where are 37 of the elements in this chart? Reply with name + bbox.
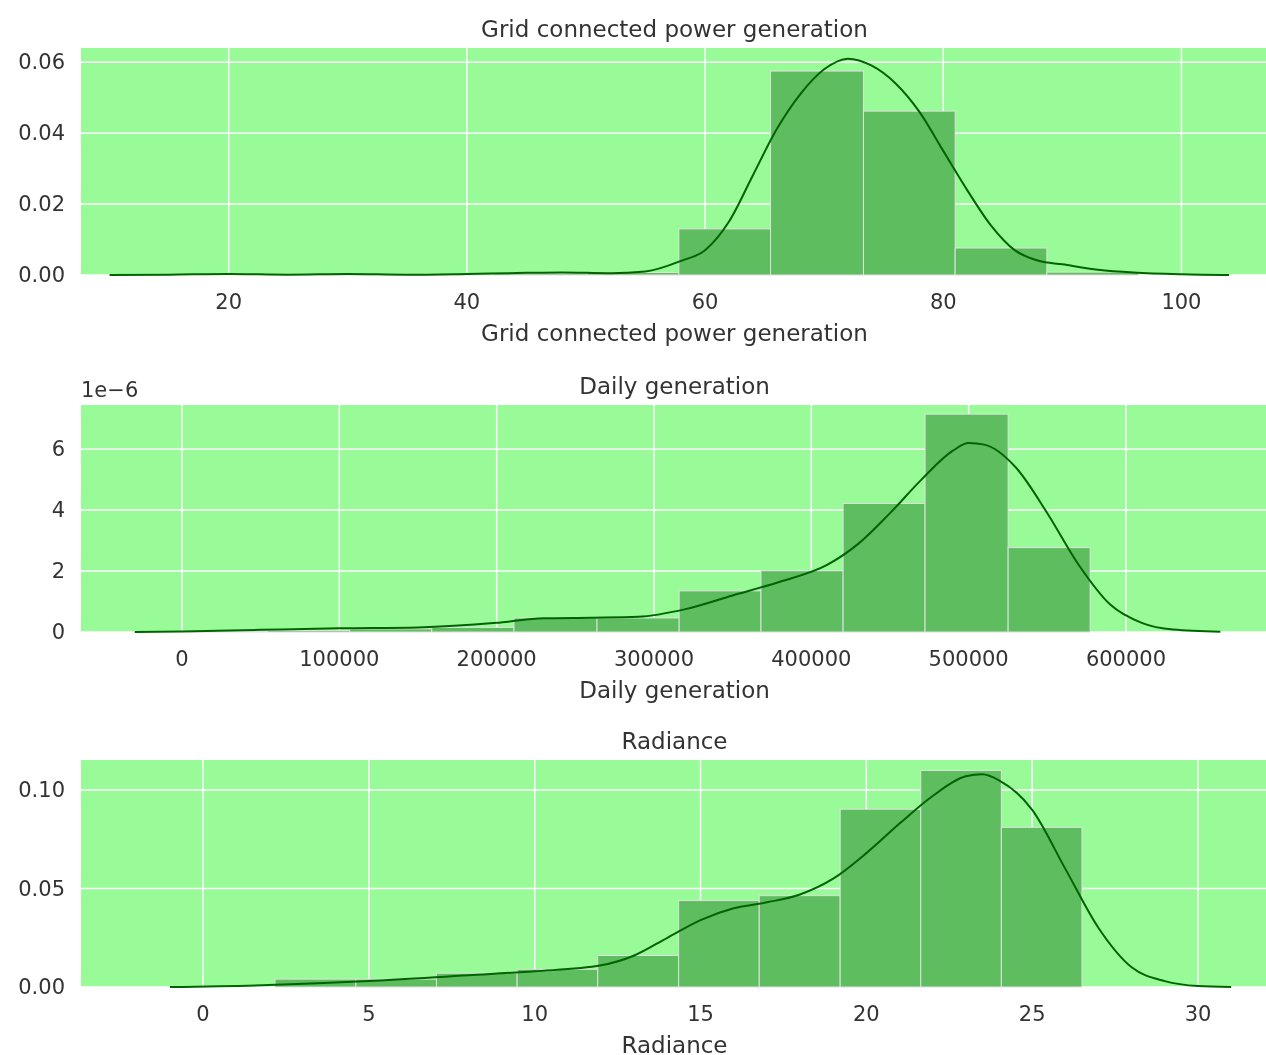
x-tick-label: 100 xyxy=(1161,290,1202,314)
y-tick-label: 0.00 xyxy=(18,975,65,999)
x-tick-label: 5 xyxy=(362,1002,376,1026)
x-tick-label: 40 xyxy=(453,290,481,314)
chart-title: Grid connected power generation xyxy=(481,16,868,42)
y-tick-label: 0.00 xyxy=(18,263,65,287)
x-tick-label: 25 xyxy=(1018,1002,1046,1026)
x-tick-label: 20 xyxy=(852,1002,880,1026)
x-tick-label: 60 xyxy=(691,290,719,314)
x-tick-label: 0 xyxy=(175,647,189,671)
y-tick-label: 0.04 xyxy=(18,121,65,146)
x-axis-title: Grid connected power generation xyxy=(481,320,868,346)
x-axis-title: Daily generation xyxy=(579,677,770,703)
x-tick-label: 80 xyxy=(929,290,957,314)
x-tick-label: 600000 xyxy=(1085,647,1167,671)
y-tick-label: 0 xyxy=(51,620,65,644)
y-tick-label: 0.05 xyxy=(18,876,65,901)
y-tick-label: 6 xyxy=(51,437,65,462)
x-tick-label: 100000 xyxy=(299,647,380,671)
text: 1e−6 xyxy=(81,378,139,402)
x-tick-label: 300000 xyxy=(613,647,695,671)
x-tick-label: 20 xyxy=(215,290,243,314)
x-tick-label: 200000 xyxy=(456,647,537,671)
chart-title: Daily generation xyxy=(579,373,770,399)
y-tick-label: 0.02 xyxy=(18,192,65,217)
x-tick-label: 10 xyxy=(521,1002,549,1026)
x-tick-label: 500000 xyxy=(928,647,1009,671)
x-tick-label: 400000 xyxy=(771,647,852,671)
x-tick-label: 30 xyxy=(1184,1002,1212,1026)
x-tick-label: 15 xyxy=(687,1002,714,1026)
y-tick-label: 4 xyxy=(51,498,65,523)
y-tick-label: 2 xyxy=(51,559,65,584)
y-tick-label: 0.10 xyxy=(18,778,65,803)
chart-title: Radiance xyxy=(621,728,728,754)
x-axis-title: Radiance xyxy=(621,1032,728,1055)
y-tick-label: 0.06 xyxy=(18,50,65,75)
x-tick-label: 0 xyxy=(196,1002,210,1026)
